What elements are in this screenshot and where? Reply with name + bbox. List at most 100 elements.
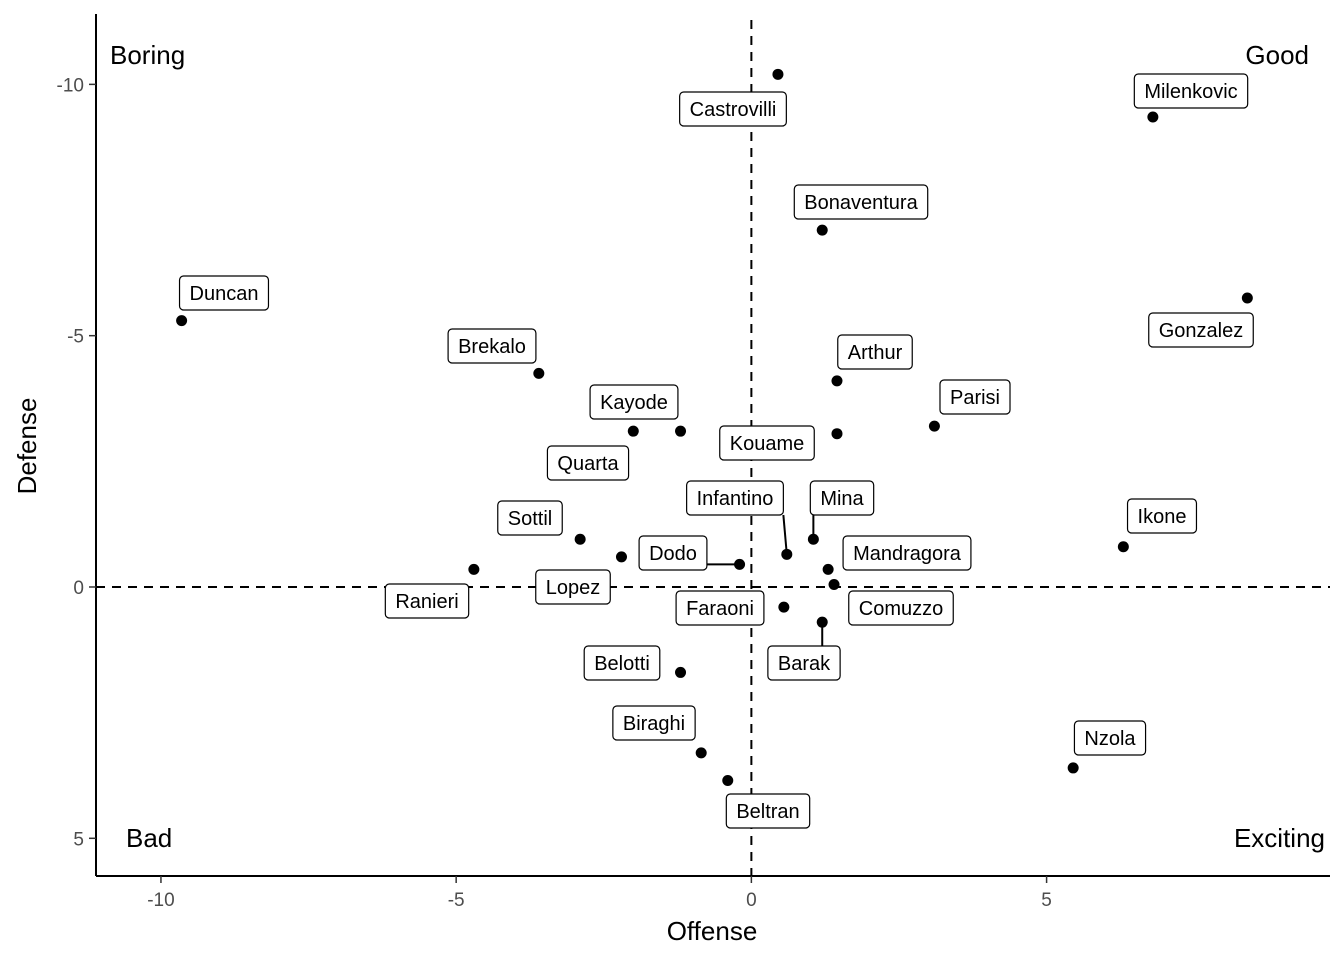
label-box-dodo — [638, 535, 708, 571]
x-tick-label: -10 — [147, 890, 174, 911]
label-text-nzola: Nzola — [1084, 728, 1136, 750]
x-axis-ticks: -10 -5 0 5 — [147, 876, 1052, 911]
label-arthur: Arthur — [837, 334, 913, 370]
point-labels: Castrovilli Milenkovic Bonaventura Duncan Go… — [178, 73, 1254, 829]
point-duncan — [176, 315, 188, 327]
label-text-biraghi: Biraghi — [623, 713, 685, 735]
point-infantino — [781, 548, 793, 560]
x-tick-label: 5 — [1041, 890, 1052, 911]
y-tick-label: 5 — [73, 829, 84, 850]
quadrant-label-top-right: Good — [1245, 40, 1309, 70]
point-dodo — [734, 558, 746, 570]
point-quarta — [627, 425, 639, 437]
point-parisi — [928, 420, 940, 432]
y-axis-ticks: -10 -5 0 5 — [57, 75, 96, 850]
y-tick-label: -10 — [57, 75, 84, 96]
label-belotti: Belotti — [583, 645, 661, 681]
x-tick-label: 0 — [746, 890, 757, 911]
label-dodo: Dodo — [638, 535, 708, 571]
label-text-kayode: Kayode — [600, 392, 668, 414]
point-beltran — [722, 775, 734, 787]
point-barak — [816, 616, 828, 628]
label-sottil: Sottil — [497, 500, 563, 536]
label-mandragora: Mandragora — [842, 535, 972, 571]
point-arthur — [831, 375, 843, 387]
label-box-duncan — [178, 275, 270, 311]
x-tick-label: -5 — [448, 890, 465, 911]
label-box-castrovilli — [679, 91, 787, 127]
label-box-barak — [767, 645, 841, 681]
label-ranieri: Ranieri — [384, 583, 470, 619]
point-kouame — [831, 428, 843, 440]
label-beltran: Beltran — [725, 793, 811, 829]
leader-lines — [706, 514, 824, 646]
label-box-milenkovic — [1133, 73, 1249, 109]
label-box-faraoni — [675, 590, 765, 626]
label-lopez: Lopez — [535, 569, 611, 605]
label-box-arthur — [837, 334, 913, 370]
label-text-ikone: Ikone — [1138, 506, 1187, 528]
label-barak: Barak — [767, 645, 841, 681]
label-biraghi: Biraghi — [612, 705, 696, 741]
label-box-gonzalez — [1148, 312, 1254, 348]
point-faraoni — [778, 601, 790, 613]
label-text-arthur: Arthur — [848, 342, 903, 364]
point-brekalo — [533, 367, 545, 379]
label-box-brekalo — [447, 328, 537, 364]
label-text-ranieri: Ranieri — [395, 591, 458, 613]
label-text-brekalo: Brekalo — [458, 336, 526, 358]
label-text-sottil: Sottil — [508, 508, 552, 530]
point-lopez — [615, 551, 627, 563]
label-brekalo: Brekalo — [447, 328, 537, 364]
leader-infantino — [782, 514, 788, 555]
label-text-faraoni: Faraoni — [686, 598, 754, 620]
label-text-bonaventura: Bonaventura — [804, 192, 918, 214]
label-box-comuzzo — [848, 590, 954, 626]
x-axis-title: Offense — [667, 916, 758, 946]
y-tick-label: -5 — [67, 327, 84, 348]
label-text-gonzalez: Gonzalez — [1159, 320, 1244, 342]
y-axis-title: Defense — [12, 398, 42, 495]
point-kayode — [675, 425, 687, 437]
label-box-sottil — [497, 500, 563, 536]
point-sottil — [574, 533, 586, 545]
point-ranieri — [468, 563, 480, 575]
label-text-duncan: Duncan — [190, 283, 259, 305]
label-text-parisi: Parisi — [950, 387, 1000, 409]
label-milenkovic: Milenkovic — [1133, 73, 1249, 109]
label-text-castrovilli: Castrovilli — [690, 99, 777, 121]
label-quarta: Quarta — [546, 445, 630, 481]
point-gonzalez — [1241, 292, 1253, 304]
label-box-parisi — [939, 379, 1011, 415]
point-castrovilli — [772, 68, 784, 80]
point-milenkovic — [1147, 111, 1159, 123]
label-box-mina — [809, 480, 875, 516]
point-mina — [807, 533, 819, 545]
label-box-kouame — [719, 425, 815, 461]
quadrant-label-top-left: Boring — [110, 40, 185, 70]
label-faraoni: Faraoni — [675, 590, 765, 626]
label-nzola: Nzola — [1073, 720, 1147, 756]
label-box-lopez — [535, 569, 611, 605]
point-nzola — [1067, 762, 1079, 774]
point-belotti — [675, 666, 687, 678]
data-points — [176, 68, 1253, 787]
label-comuzzo: Comuzzo — [848, 590, 954, 626]
label-text-belotti: Belotti — [594, 653, 650, 675]
label-text-lopez: Lopez — [546, 577, 601, 599]
label-ikone: Ikone — [1126, 498, 1198, 534]
label-castrovilli: Castrovilli — [679, 91, 787, 127]
label-text-milenkovic: Milenkovic — [1144, 81, 1237, 103]
label-box-bonaventura — [793, 184, 929, 220]
label-text-kouame: Kouame — [730, 433, 805, 455]
label-box-mandragora — [842, 535, 972, 571]
point-comuzzo — [828, 578, 840, 590]
label-text-quarta: Quarta — [557, 453, 619, 475]
label-box-beltran — [725, 793, 811, 829]
label-text-infantino: Infantino — [697, 488, 774, 510]
quadrant-label-bottom-right: Exciting — [1234, 823, 1325, 853]
label-box-nzola — [1073, 720, 1147, 756]
label-gonzalez: Gonzalez — [1148, 312, 1254, 348]
label-bonaventura: Bonaventura — [793, 184, 929, 220]
